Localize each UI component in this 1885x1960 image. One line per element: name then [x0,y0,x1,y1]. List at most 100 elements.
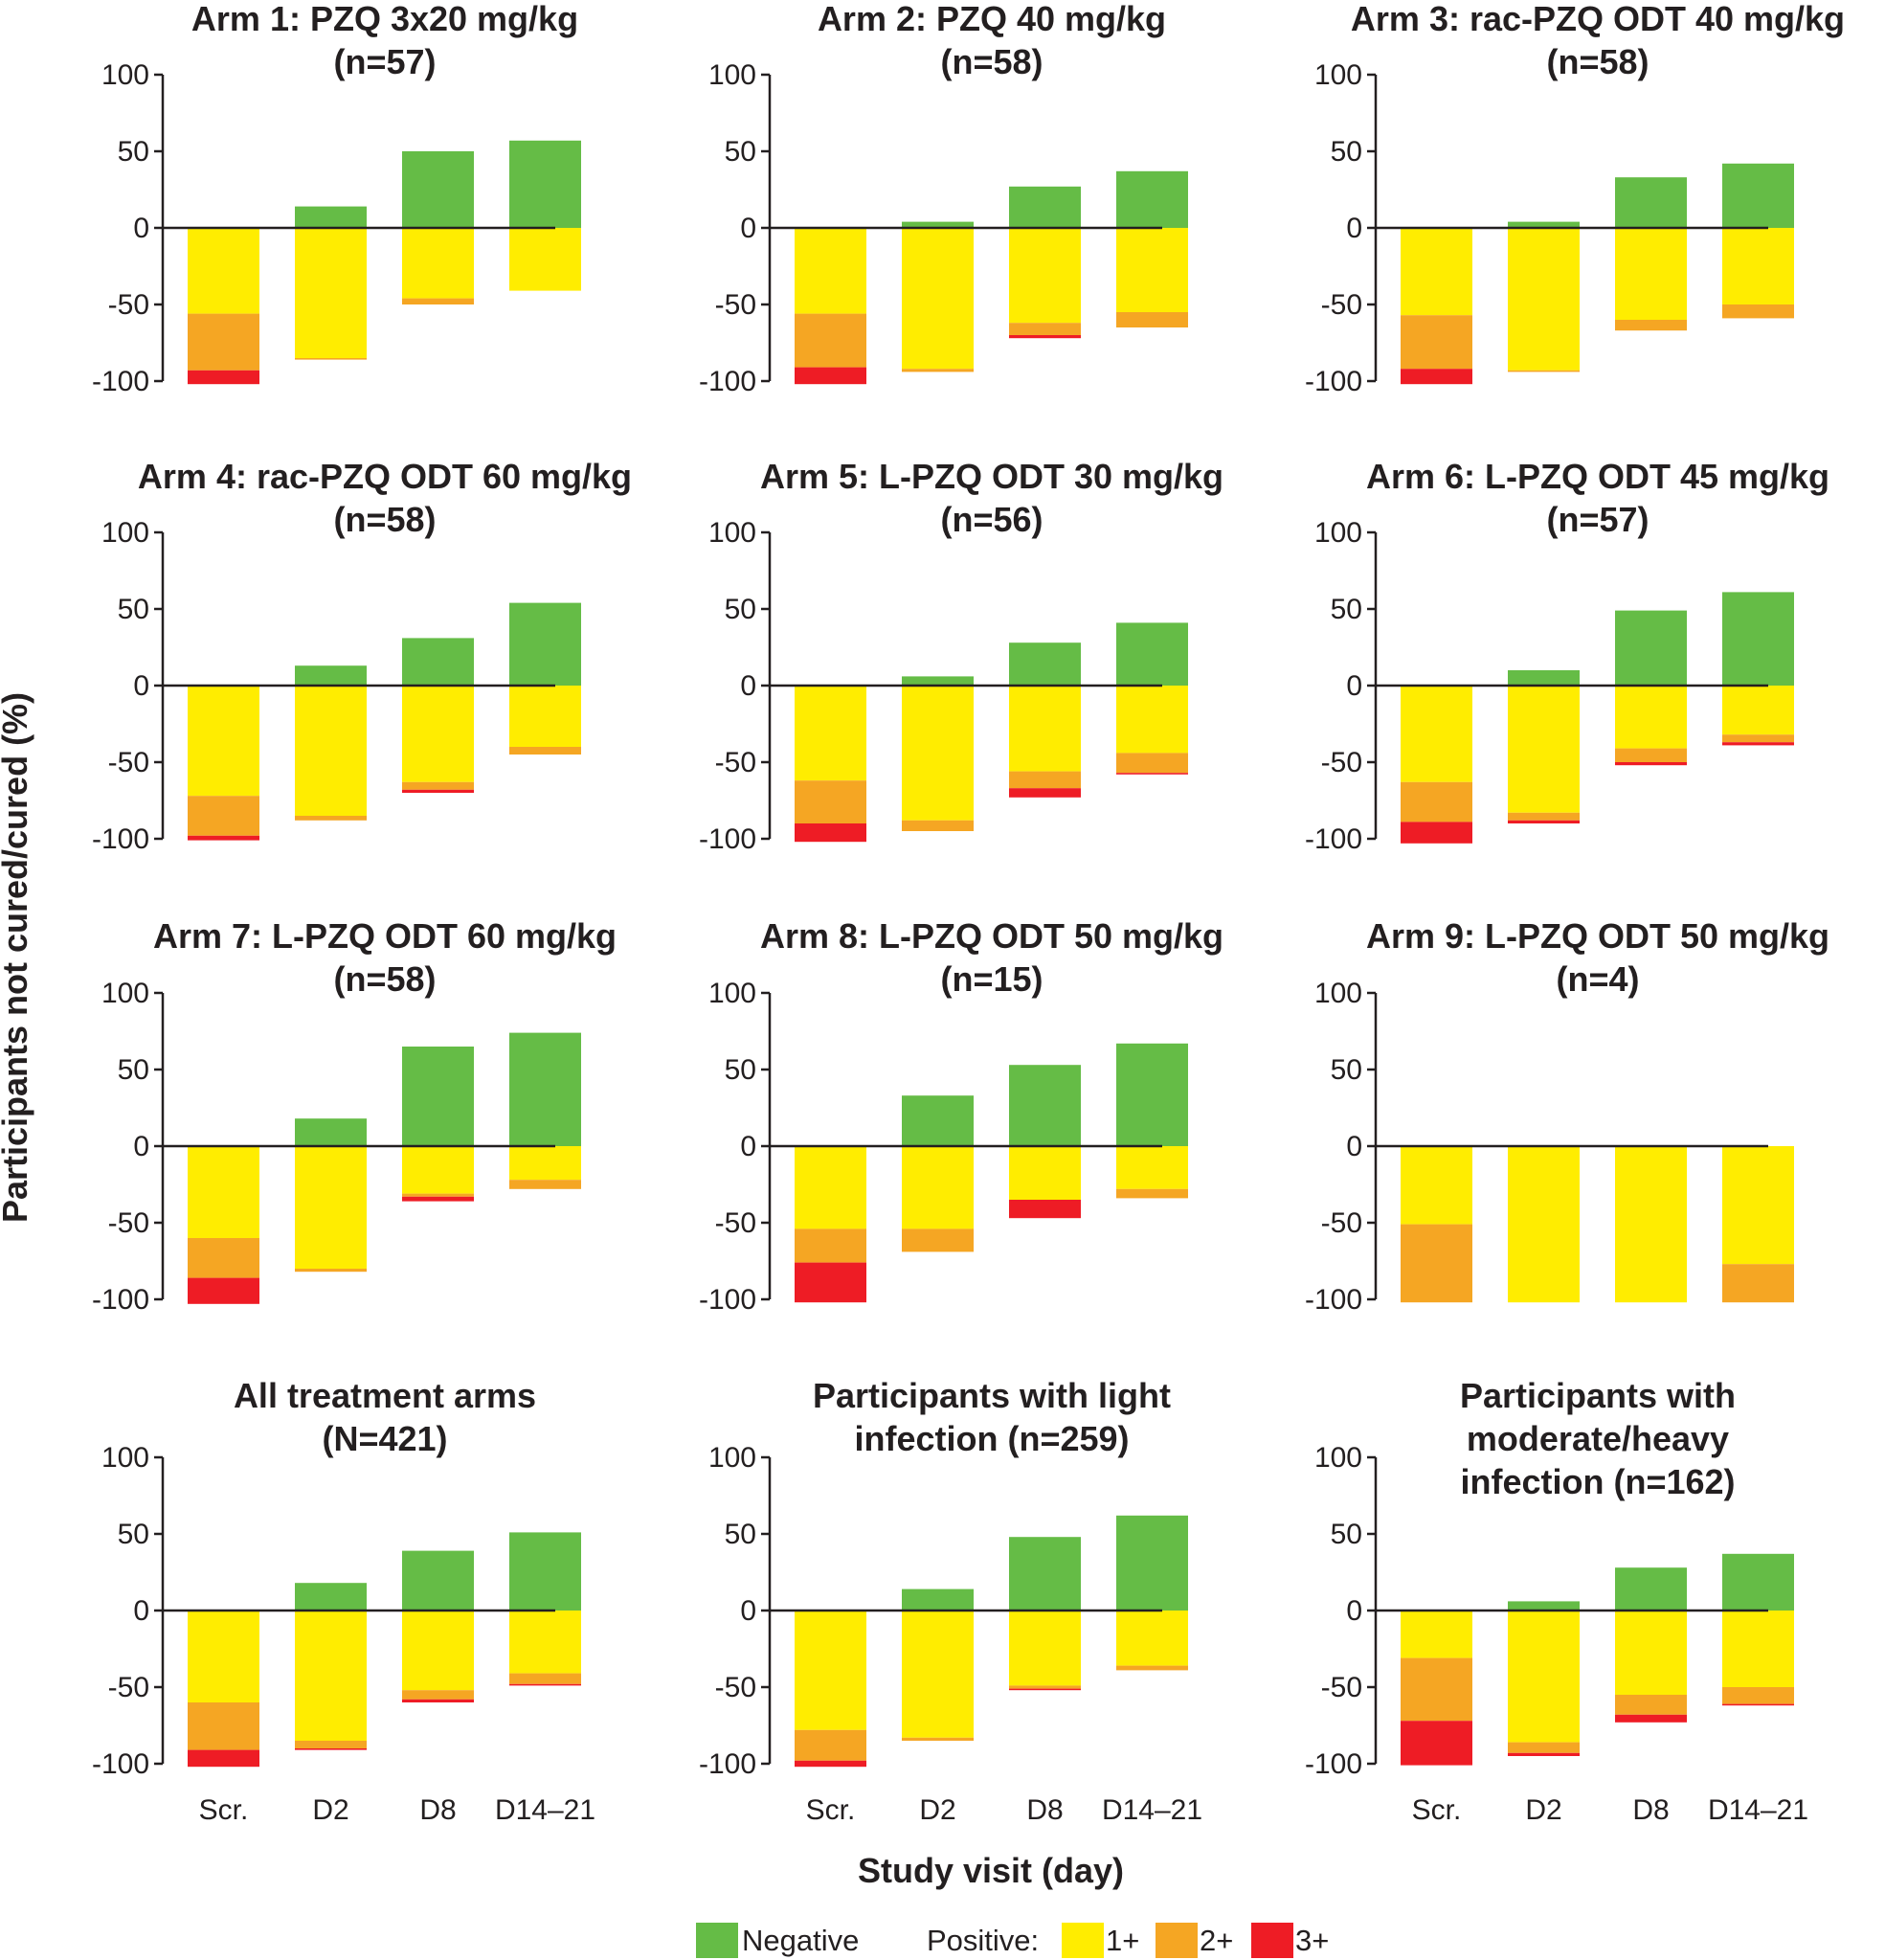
bar-positive-plus2 [295,1269,367,1273]
bar-positive-plus2 [795,1228,866,1263]
panel-1: Arm 1: PZQ 3x20 mg/kg (n=57) 100 50 0 -50 -100 [92,0,581,397]
y-tick-label: -100 [1305,823,1362,855]
legend: Negative Positive: 1+ 2+ 3+ [696,1923,1329,1958]
panel-2: Arm 2: PZQ 40 mg/kg (n=58) 100 50 0 -50 -100 [699,0,1188,397]
bar-positive-plus2 [1401,1224,1472,1303]
bar-positive-plus2 [1401,315,1472,370]
y-tick-label: -50 [108,1207,149,1239]
x-tick-label: D2 [919,1794,955,1826]
bar-negative [1009,1537,1081,1611]
bar-positive-plus3 [1615,762,1687,766]
y-tick-label: 0 [133,1595,149,1627]
bar-positive-plus2 [795,1729,866,1761]
bar-positive-plus3 [1009,788,1081,798]
panel-title-line: Arm 5: L-PZQ ODT 30 mg/kg [760,457,1223,496]
bar-positive-plus2 [188,1238,259,1278]
y-tick-label: 50 [118,1519,149,1550]
legend-label-1plus: 1+ [1106,1924,1139,1957]
panel-8: Arm 8: L-PZQ ODT 50 mg/kg(n=15) 100 50 0 -50… [699,916,1223,1316]
bar-negative [1009,642,1081,686]
y-tick-label: -100 [1305,1748,1362,1780]
y-tick-label: 50 [725,1519,756,1550]
y-tick-label: -50 [715,289,756,321]
bar-positive-plus2 [402,298,474,304]
panel-title-line: All treatment arms [234,1376,536,1415]
bar-negative [1508,221,1580,228]
bar-positive-plus2 [402,1193,474,1197]
y-tick-label: 100 [1314,59,1362,91]
bar-positive-plus2 [902,1737,974,1741]
y-tick-label: 0 [740,213,756,244]
bar-positive-plus2 [295,1741,367,1748]
y-tick-label: 50 [118,136,149,168]
bar-positive-plus1 [1009,1611,1081,1686]
x-tick-label: Scr. [1412,1794,1462,1826]
x-tick-label: Scr. [199,1794,249,1826]
bar-positive-plus2 [188,1702,259,1750]
bar-negative [1615,177,1687,228]
panel-title-line: Arm 3: rac-PZQ ODT 40 mg/kg [1351,0,1845,38]
bar-positive-plus1 [1722,228,1794,304]
y-tick-label: 0 [133,670,149,702]
y-tick-label: 0 [1346,213,1362,244]
bar-positive-plus1 [1615,1146,1687,1303]
panel-title-line: (n=58) [1546,42,1649,81]
bar-positive-plus1 [1116,1146,1188,1189]
bar-positive-plus3 [402,1196,474,1202]
bar-positive-plus2 [1009,1685,1081,1689]
y-tick-label: 0 [740,670,756,702]
panel-11: Participants with light infection (n=259)… [699,1376,1202,1826]
bar-positive-plus1 [1009,686,1081,772]
bar-positive-plus2 [1615,748,1687,762]
bar-positive-plus2 [188,313,259,371]
panel-title-line: Arm 1: PZQ 3x20 mg/kg [191,0,578,38]
bar-positive-plus2 [1116,1188,1188,1199]
panel-title-line: (N=421) [322,1419,447,1458]
bar-positive-plus2 [295,358,367,360]
y-tick-label: 50 [118,1054,149,1086]
bar-positive-plus1 [1508,1611,1580,1743]
bar-negative [402,638,474,686]
bar-positive-plus3 [1116,773,1188,775]
panel-title-line: Arm 8: L-PZQ ODT 50 mg/kg [760,916,1223,956]
panel-10: All treatment arms (N=421) 100 50 0 -50 -100 Sc… [92,1376,595,1826]
bar-positive-plus1 [1401,1146,1472,1225]
legend-label-3plus: 3+ [1295,1924,1329,1957]
bar-positive-plus1 [402,1611,474,1691]
bar-negative [1508,670,1580,686]
bar-positive-plus2 [188,796,259,836]
bar-positive-plus1 [1401,228,1472,316]
bar-positive-plus1 [795,1146,866,1229]
y-tick-label: -100 [92,823,149,855]
bar-negative [295,206,367,228]
bar-negative [295,1583,367,1611]
y-tick-label: -100 [1305,366,1362,397]
x-tick-label: D2 [1525,1794,1561,1826]
panel-title-line: Arm 2: PZQ 40 mg/kg [818,0,1166,38]
x-tick-label: D14–21 [1708,1794,1808,1826]
panel-title-line: Participants with light [813,1376,1171,1415]
bar-positive-plus1 [902,1611,974,1738]
bar-positive-plus1 [509,228,581,291]
bar-negative [1722,1553,1794,1611]
y-tick-label: 100 [708,517,756,549]
bar-positive-plus2 [1508,1742,1580,1753]
bar-negative [509,602,581,686]
bar-positive-plus2 [1722,304,1794,319]
bar-positive-plus3 [188,1749,259,1768]
y-tick-label: 0 [133,1131,149,1162]
bar-positive-plus1 [509,1611,581,1674]
panel-7: Arm 7: L-PZQ ODT 60 mg/kg(n=58) 100 50 0 -50… [92,916,617,1316]
panel-title-line: (n=58) [333,500,436,539]
bar-negative [902,221,974,228]
x-tick-label: D14–21 [1102,1794,1202,1826]
bar-positive-plus2 [1615,1695,1687,1715]
bar-positive-plus3 [795,1262,866,1303]
panel-title-line: (n=58) [333,959,436,999]
panel-title-line: (n=57) [333,42,436,81]
bar-positive-plus2 [1722,1264,1794,1303]
bar-positive-plus1 [188,1146,259,1238]
bar-positive-plus1 [1722,1146,1794,1265]
bar-positive-plus1 [1615,228,1687,320]
y-tick-label: 50 [1331,1054,1362,1086]
